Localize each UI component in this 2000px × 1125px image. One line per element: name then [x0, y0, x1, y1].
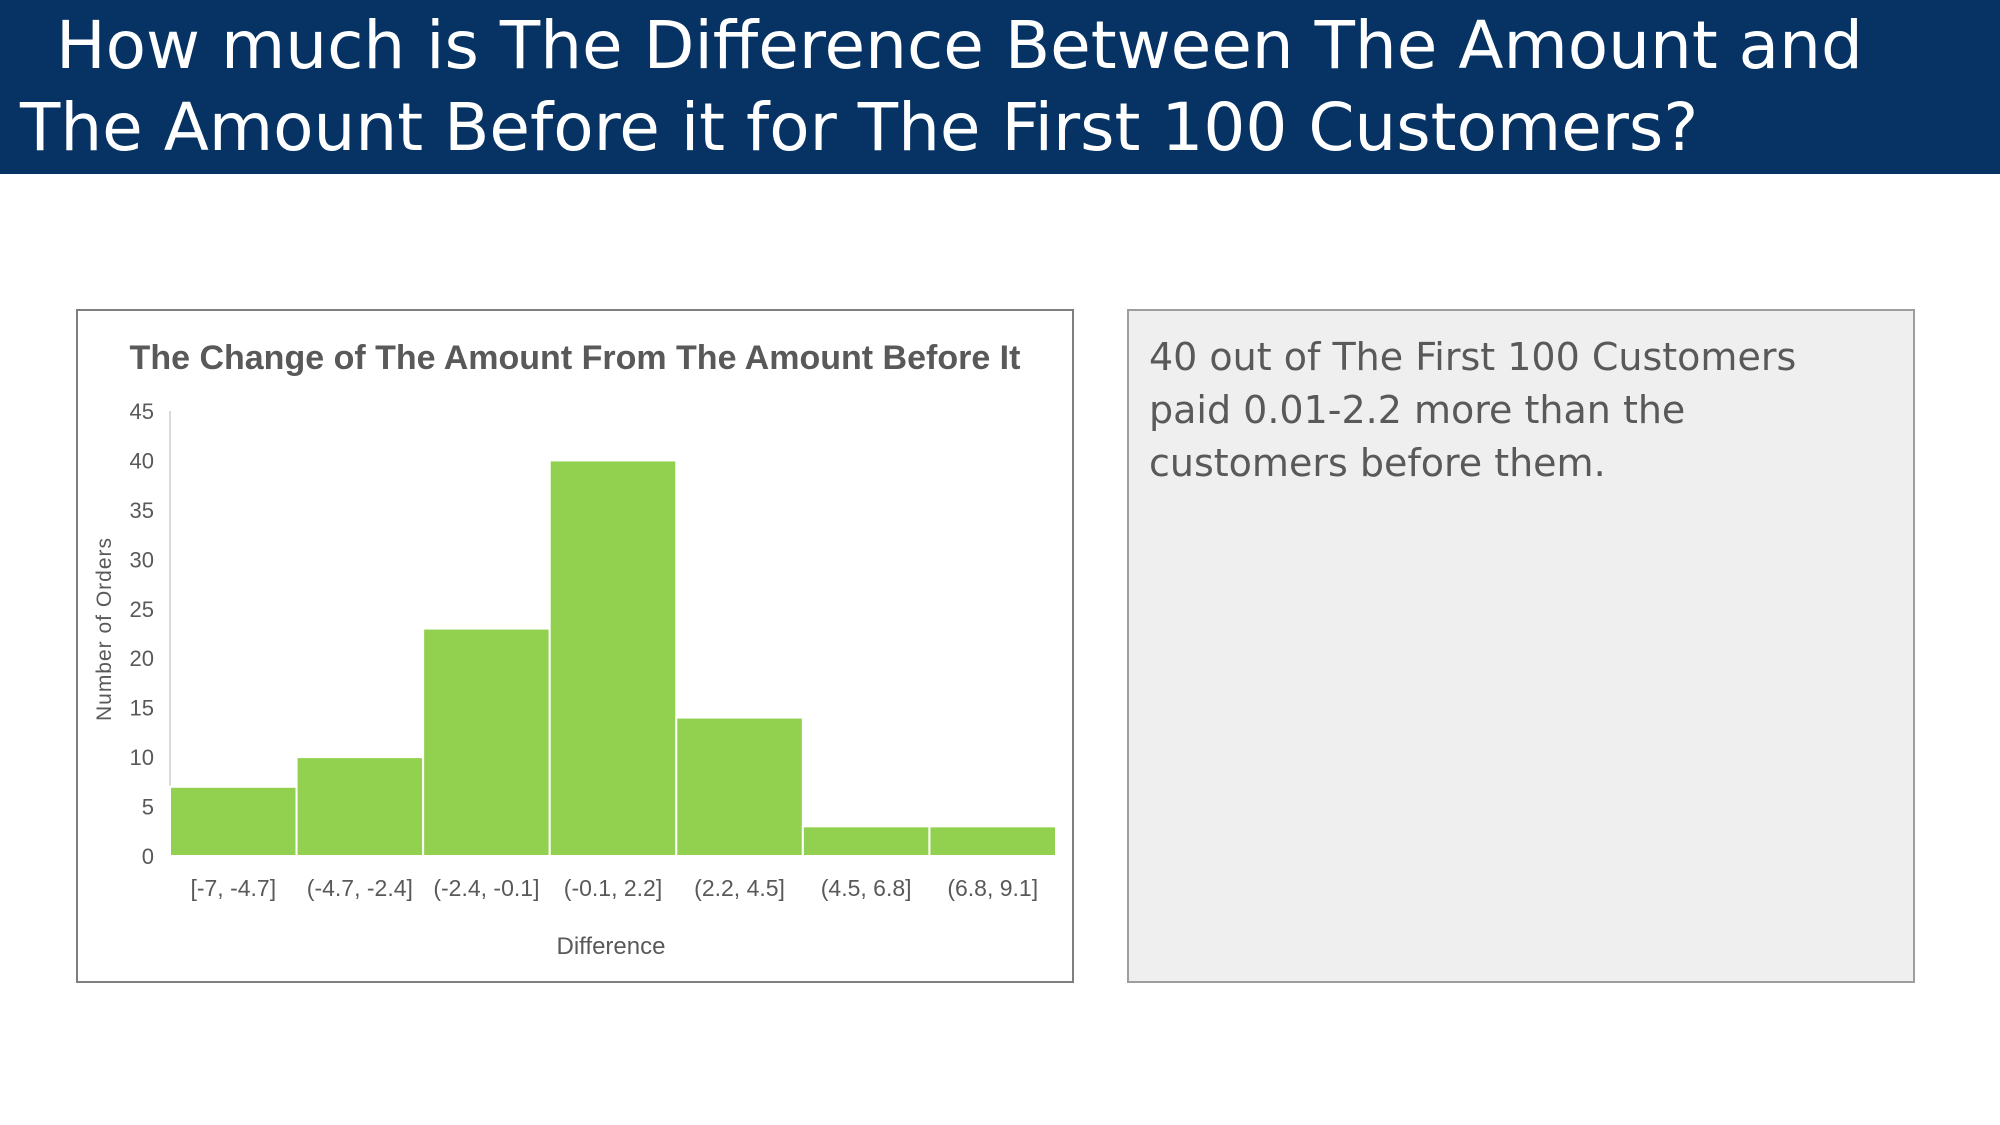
x-tick-label: [-7, -4.7]	[190, 875, 276, 901]
x-tick-label: (6.8, 9.1]	[947, 875, 1038, 901]
y-tick-label: 10	[130, 745, 154, 770]
y-tick-label: 25	[130, 597, 154, 622]
y-tick-label: 30	[130, 547, 154, 572]
y-tick-label: 35	[130, 498, 154, 523]
histogram-bar	[548, 459, 678, 857]
y-tick-label: 0	[142, 844, 154, 869]
x-tick-label: (-2.4, -0.1]	[433, 875, 539, 901]
histogram-bar	[675, 716, 804, 857]
chart-panel: The Change of The Amount From The Amount…	[76, 309, 1074, 983]
histogram-bar	[422, 627, 551, 857]
histogram-bar	[801, 825, 931, 857]
note-panel: 40 out of The First 100 Customers paid 0…	[1127, 309, 1915, 983]
y-axis-ticks: 0 5 10 15 20 25 30 35 40 45	[130, 399, 154, 869]
histogram-chart: The Change of The Amount From The Amount…	[93, 339, 1058, 960]
histogram-bar	[295, 756, 425, 857]
y-axis-title: Number of Orders	[93, 537, 116, 721]
histogram-bar	[928, 825, 1058, 857]
x-tick-label: (-4.7, -2.4]	[307, 875, 413, 901]
y-tick-label: 5	[142, 795, 154, 820]
y-tick-label: 45	[130, 399, 154, 424]
page-title: How much is The Difference Between The A…	[20, 7, 1863, 166]
header-bar: How much is The Difference Between The A…	[0, 0, 2000, 174]
x-tick-label: (-0.1, 2.2]	[564, 875, 662, 901]
x-tick-label: (2.2, 4.5]	[694, 875, 785, 901]
y-tick-label: 20	[130, 646, 154, 671]
x-axis-ticks: [-7, -4.7] (-4.7, -2.4] (-2.4, -0.1] (-0.1,…	[190, 875, 1038, 901]
bars-group	[169, 459, 1058, 857]
y-tick-label: 15	[130, 696, 154, 721]
x-tick-label: (4.5, 6.8]	[821, 875, 912, 901]
y-tick-label: 40	[130, 448, 154, 473]
histogram-bar	[169, 785, 298, 857]
chart-title: The Change of The Amount From The Amount…	[130, 339, 1021, 377]
x-axis-title: Difference	[557, 933, 666, 960]
note-text: 40 out of The First 100 Customers paid 0…	[1149, 335, 1797, 485]
